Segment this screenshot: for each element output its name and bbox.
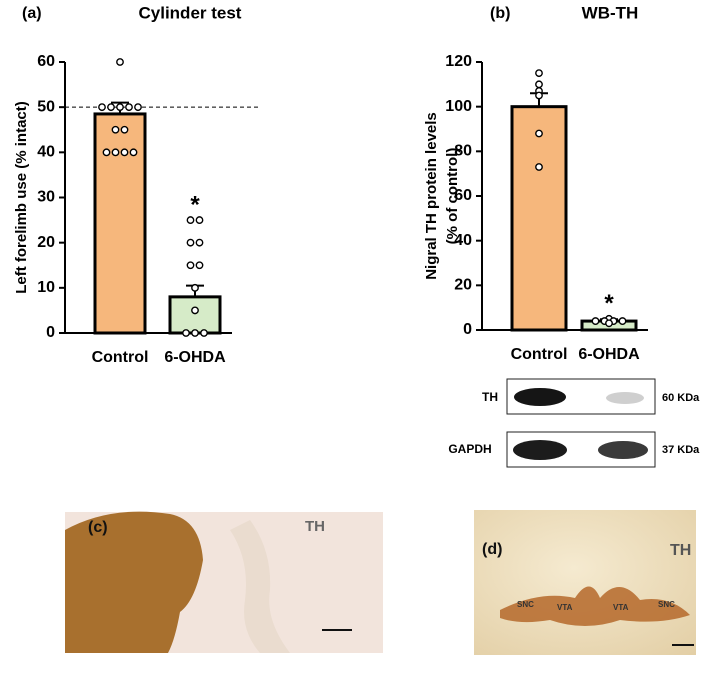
- region-label: VTA: [613, 603, 629, 612]
- y-tick-label: 40: [454, 232, 472, 249]
- data-point: [195, 216, 204, 224]
- x-tick-label: Control: [92, 349, 149, 366]
- panel-label: (c): [88, 519, 108, 536]
- data-point: [129, 148, 138, 157]
- data-point: [182, 329, 190, 337]
- stain-label: TH: [670, 542, 691, 559]
- data-point: [535, 163, 543, 171]
- blot-band: [606, 392, 644, 404]
- stain-label: TH: [305, 518, 325, 535]
- data-point: [111, 148, 120, 157]
- micrograph: (c) TH: [65, 511, 383, 653]
- y-tick-label: 100: [445, 98, 472, 115]
- y-tick-label: 50: [37, 98, 55, 115]
- region-label: SNC: [517, 600, 534, 609]
- data-point: [591, 317, 600, 325]
- y-tick-label: 40: [37, 144, 55, 161]
- region-label: SNC: [658, 600, 675, 609]
- y-tick-label: 0: [463, 321, 472, 338]
- micrograph: (d) TH SNC VTA VTA SNC: [474, 510, 696, 655]
- data-point: [535, 69, 543, 78]
- blot-band: [514, 388, 566, 406]
- y-tick-label: 120: [445, 53, 472, 70]
- blot-size: 60 KDa: [662, 392, 700, 404]
- data-point: [107, 103, 115, 112]
- blot-band: [513, 440, 567, 460]
- y-tick-label: 10: [37, 279, 55, 296]
- panel-label: (d): [482, 541, 502, 558]
- y-tick-label: 60: [37, 53, 55, 70]
- stained-tissue: [65, 511, 203, 653]
- data-point: [120, 125, 129, 134]
- data-point: [125, 103, 133, 112]
- region-label: VTA: [557, 603, 573, 612]
- y-tick-label: 30: [37, 189, 55, 206]
- blot-size: 37 KDa: [662, 444, 700, 456]
- micrograph-background: [474, 510, 696, 655]
- y-tick-label: 0: [46, 324, 55, 341]
- charts: (a) Cylinder test Left forelimb use (% int…: [13, 3, 648, 366]
- data-point: [195, 238, 204, 247]
- x-tick-label: Control: [511, 346, 568, 363]
- y-axis-label: (% of control): [444, 148, 461, 245]
- chart-title: Cylinder test: [139, 3, 242, 22]
- x-tick-label: 6-OHDA: [164, 349, 226, 366]
- data-point: [191, 306, 199, 315]
- blot-band: [598, 441, 648, 459]
- y-tick-label: 80: [454, 143, 472, 160]
- y-tick-label: 60: [454, 187, 472, 204]
- data-point: [535, 80, 543, 89]
- y-axis-label: Nigral TH protein levels: [423, 112, 440, 280]
- data-point: [618, 317, 627, 325]
- blot-label: TH: [482, 390, 498, 404]
- y-tick-label: 20: [454, 277, 472, 294]
- data-point: [116, 103, 124, 112]
- data-point: [186, 238, 195, 247]
- data-point: [98, 103, 106, 112]
- bar: [510, 105, 568, 332]
- bar: [93, 112, 147, 335]
- data-point: [120, 148, 129, 157]
- data-point: [200, 329, 208, 337]
- data-point: [191, 329, 199, 337]
- chart-title: WB-TH: [582, 3, 639, 22]
- data-point: [535, 91, 543, 100]
- y-tick-label: 20: [37, 234, 55, 251]
- stained-tissue: [500, 586, 690, 626]
- significance-marker: *: [604, 290, 614, 317]
- y-axis-label: Left forelimb use (% intact): [13, 101, 30, 294]
- data-point: [186, 216, 195, 224]
- tissue-structure: [230, 520, 290, 653]
- bar: [168, 295, 222, 335]
- blot-label: GAPDH: [448, 442, 491, 456]
- x-tick-label: 6-OHDA: [578, 346, 640, 363]
- data-point: [102, 148, 111, 157]
- data-point: [116, 58, 124, 66]
- data-point: [605, 319, 613, 328]
- data-point: [535, 129, 543, 138]
- panel-label: (a): [22, 5, 42, 22]
- data-point: [111, 125, 120, 134]
- panel-label: (b): [490, 5, 510, 22]
- data-point: [186, 261, 195, 270]
- data-point: [191, 283, 199, 292]
- data-point: [195, 261, 204, 270]
- significance-marker: *: [190, 191, 200, 218]
- data-point: [134, 103, 142, 112]
- western-blot: TH GAPDH 60 KDa 37 KDa: [448, 378, 700, 468]
